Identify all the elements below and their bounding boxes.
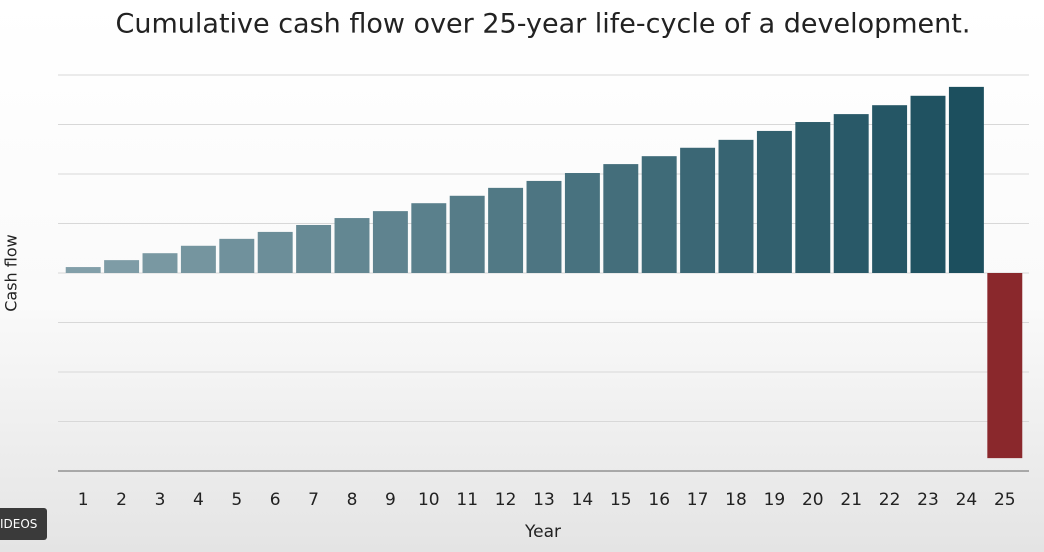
bar <box>411 203 447 273</box>
bar <box>987 273 1023 459</box>
bar <box>526 180 562 273</box>
bar <box>296 224 332 273</box>
x-tick-label: 24 <box>956 490 978 510</box>
x-tick-label: 15 <box>610 490 632 510</box>
x-tick-label: 25 <box>994 490 1016 510</box>
y-axis-label: Cash flow <box>2 234 21 312</box>
bar <box>872 105 908 273</box>
x-tick-label: 21 <box>840 490 862 510</box>
x-tick-label: 13 <box>533 490 555 510</box>
x-tick-label: 10 <box>418 490 440 510</box>
x-tick-label: 16 <box>648 490 670 510</box>
x-tick-label: 3 <box>155 490 166 510</box>
bar <box>372 211 408 273</box>
bar <box>65 267 101 273</box>
bar <box>756 130 792 273</box>
bar <box>641 156 677 273</box>
x-tick-label: 19 <box>764 490 786 510</box>
x-tick-label: 8 <box>347 490 358 510</box>
bar <box>603 164 639 273</box>
bar <box>257 231 293 273</box>
bar <box>564 173 600 273</box>
bar <box>910 95 946 273</box>
x-tick-label: 23 <box>917 490 939 510</box>
x-tick-label: 2 <box>116 490 127 510</box>
x-tick-label: 22 <box>879 490 901 510</box>
bar <box>104 260 140 273</box>
bar <box>948 86 984 273</box>
x-tick-label: 11 <box>456 490 478 510</box>
bar <box>833 114 869 273</box>
x-tick-label: 5 <box>231 490 242 510</box>
x-tick-label: 4 <box>193 490 204 510</box>
x-tick-label: 18 <box>725 490 747 510</box>
x-tick-label: 14 <box>572 490 594 510</box>
bar <box>488 187 524 273</box>
x-tick-label: 20 <box>802 490 824 510</box>
x-tick-label: 6 <box>270 490 281 510</box>
x-tick-label: 7 <box>308 490 319 510</box>
x-axis-label: Year <box>524 522 561 542</box>
chart-title: Cumulative cash flow over 25-year life-c… <box>116 9 971 40</box>
videos-button[interactable]: IDEOS <box>0 508 48 540</box>
bar <box>680 147 716 273</box>
bar <box>795 122 831 274</box>
x-tick-label: 12 <box>495 490 517 510</box>
x-tick-label: 9 <box>385 490 396 510</box>
x-tick-label: 17 <box>687 490 709 510</box>
x-tick-label: 1 <box>78 490 89 510</box>
bar <box>334 218 370 273</box>
bar <box>180 245 216 273</box>
bar <box>142 253 178 273</box>
bar <box>219 238 255 273</box>
bar <box>718 139 754 273</box>
bar <box>449 195 485 273</box>
